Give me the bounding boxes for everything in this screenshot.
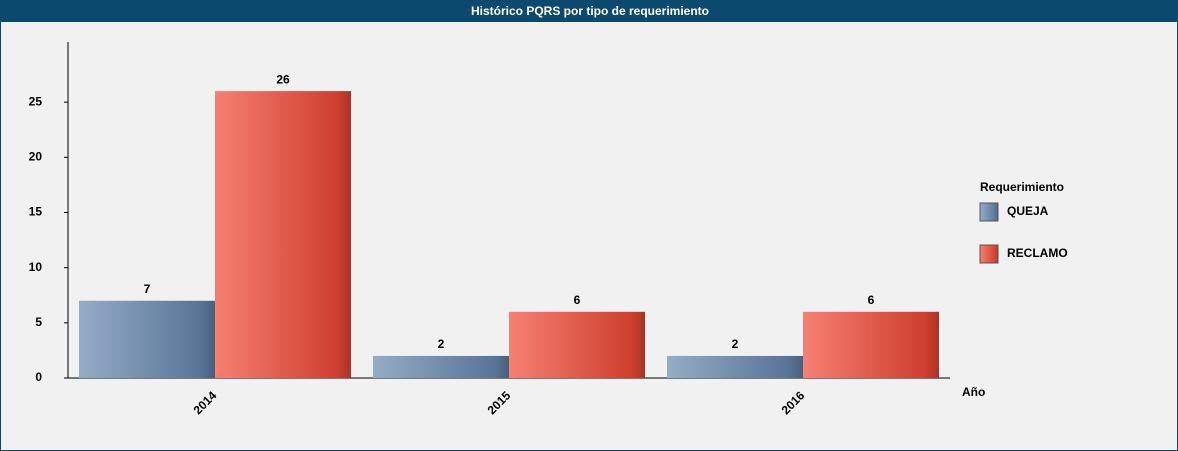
bar	[667, 355, 803, 378]
bar	[215, 91, 351, 378]
y-tick-label: 0	[35, 370, 42, 384]
header-bar	[0, 0, 1178, 22]
y-tick-label: 15	[29, 205, 43, 219]
y-tick-label: 10	[29, 260, 43, 274]
bar	[803, 311, 939, 378]
data-label: 26	[276, 72, 290, 86]
data-label: 7	[144, 282, 151, 296]
bar	[79, 300, 215, 378]
data-label: 6	[574, 293, 581, 307]
bar	[373, 355, 509, 378]
legend-swatch	[979, 244, 999, 264]
legend-swatch	[979, 202, 999, 222]
data-label: 2	[732, 337, 739, 351]
y-tick-label: 25	[29, 94, 43, 108]
bar	[509, 311, 645, 378]
y-tick-label: 5	[35, 315, 42, 329]
legend-title: Requerimiento	[980, 180, 1064, 194]
data-label: 6	[868, 293, 875, 307]
chart-title: Histórico PQRS por tipo de requerimiento	[471, 4, 709, 18]
y-tick-label: 20	[29, 150, 43, 164]
legend-label: QUEJA	[1007, 204, 1049, 218]
data-label: 2	[438, 337, 445, 351]
x-axis-label: Año	[962, 385, 985, 399]
legend-label: RECLAMO	[1007, 246, 1068, 260]
